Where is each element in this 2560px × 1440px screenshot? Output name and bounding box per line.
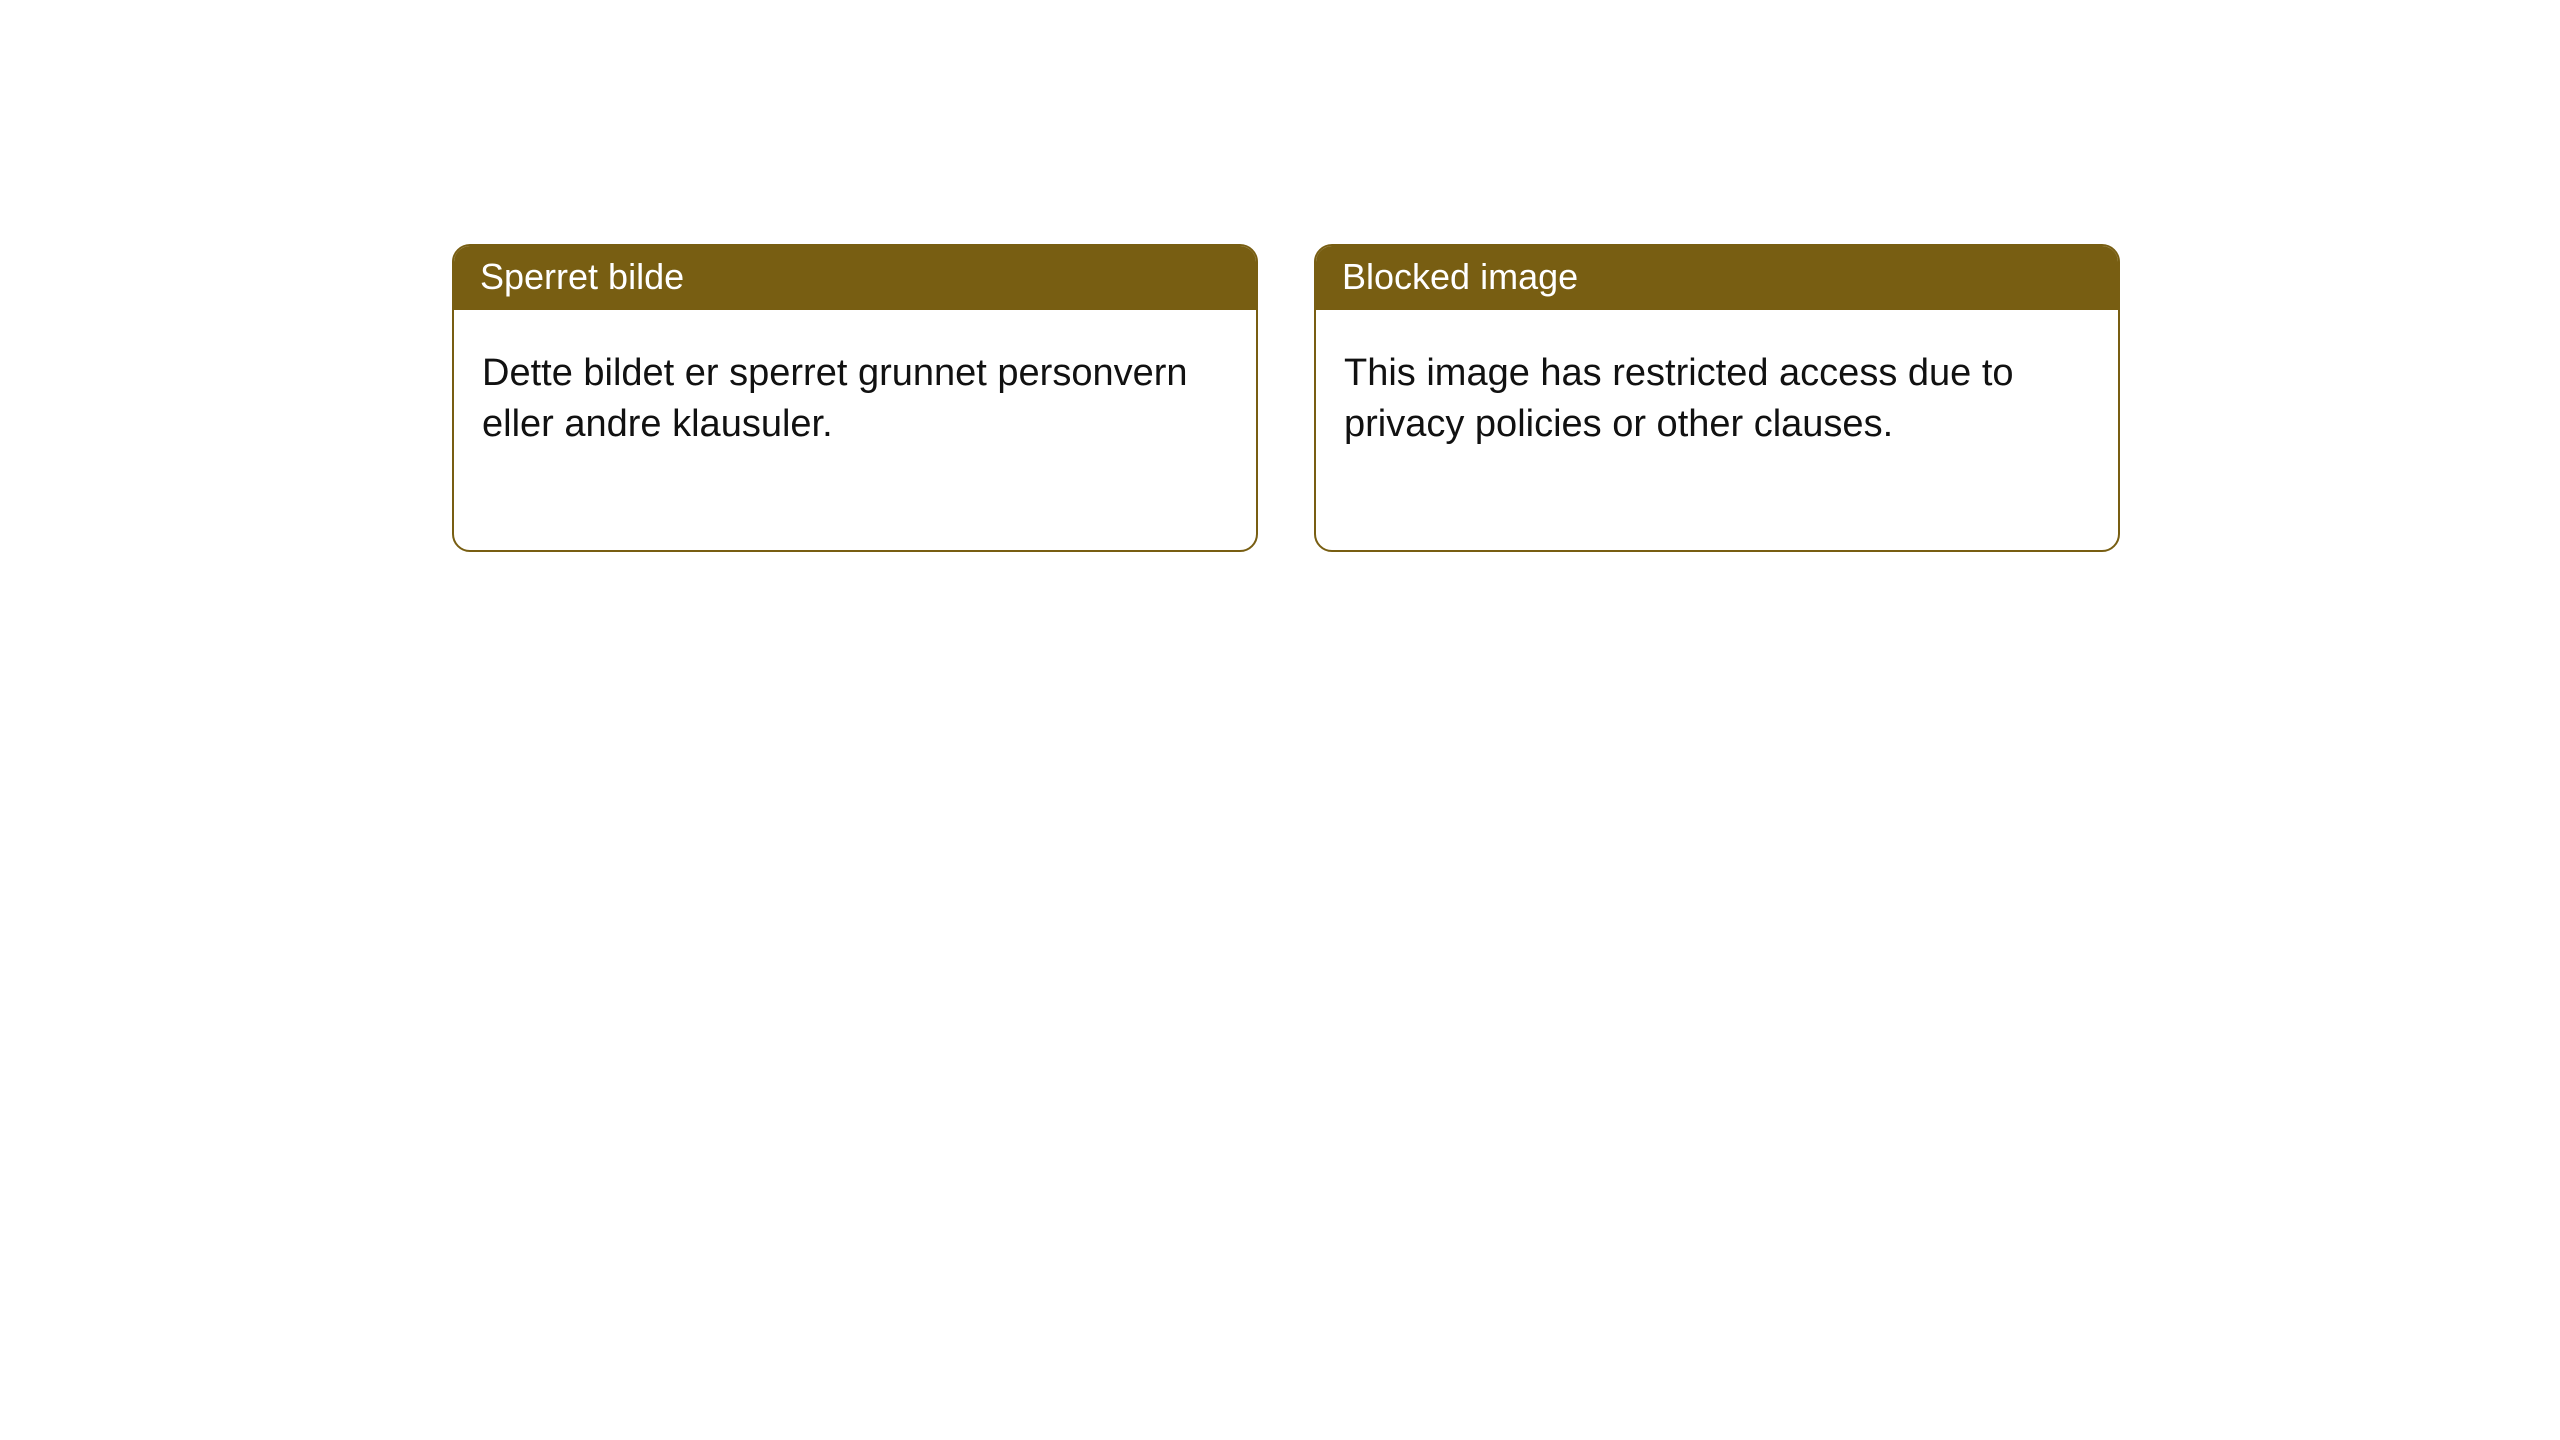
notice-card-en: Blocked image This image has restricted …	[1314, 244, 2120, 552]
notice-card-body: Dette bildet er sperret grunnet personve…	[454, 310, 1256, 550]
notice-card-body: This image has restricted access due to …	[1316, 310, 2118, 550]
notice-card-no: Sperret bilde Dette bildet er sperret gr…	[452, 244, 1258, 552]
notice-card-title: Blocked image	[1316, 246, 2118, 310]
notice-card-title: Sperret bilde	[454, 246, 1256, 310]
notice-cards-row: Sperret bilde Dette bildet er sperret gr…	[0, 0, 2560, 552]
